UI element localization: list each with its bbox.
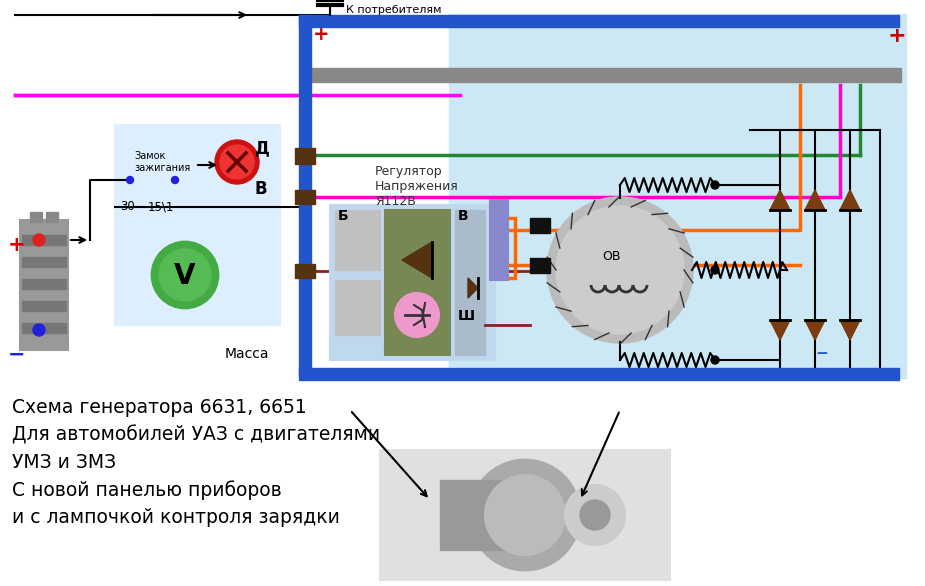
Text: +: + [313,25,329,44]
Text: Схема генератора 6631, 6651
Для автомобилей УАЗ с двигателями
УМЗ и ЗМЗ
С новой : Схема генератора 6631, 6651 Для автомоби… [12,398,380,527]
Circle shape [711,266,719,274]
Circle shape [171,176,179,183]
Polygon shape [468,278,478,298]
Text: −: − [8,345,26,365]
Text: 15\1: 15\1 [148,200,175,213]
Bar [495,218,515,278]
Polygon shape [770,190,790,210]
Polygon shape [402,242,432,278]
Bar [130,145,195,200]
Text: Замок
зажигания: Замок зажигания [134,151,191,173]
Circle shape [548,198,692,342]
Bar [22,235,66,245]
Bar [335,280,380,335]
Text: 30: 30 [120,200,135,213]
Circle shape [152,242,218,308]
Bar [335,210,380,270]
Bar [299,368,899,380]
Bar [440,480,520,550]
Bar [380,450,670,580]
Polygon shape [840,320,860,340]
Bar [295,264,315,278]
Text: К потребителям: К потребителям [346,5,441,15]
Circle shape [470,460,580,570]
Text: Ш: Ш [458,309,475,323]
Bar [530,258,550,273]
Circle shape [711,181,719,189]
Circle shape [556,206,684,334]
Text: +: + [8,235,26,255]
Polygon shape [770,320,790,340]
Bar [22,257,66,267]
Bar [30,212,42,222]
Text: Масса: Масса [225,347,269,361]
Bar [299,15,899,27]
Text: Б: Б [338,209,349,223]
Text: ОВ: ОВ [602,250,621,263]
Circle shape [580,500,610,530]
Circle shape [33,324,45,336]
Bar [530,218,550,233]
Circle shape [485,475,565,555]
Bar [299,15,311,375]
Text: В: В [255,180,267,198]
Text: Регулятор
Напряжения
Я112В: Регулятор Напряжения Я112В [375,165,459,208]
Bar [295,148,315,164]
Circle shape [215,140,259,184]
Bar [20,220,68,350]
Bar [22,301,66,311]
Bar [330,205,495,360]
Bar [295,190,315,204]
Circle shape [33,234,45,246]
Bar [46,212,58,222]
Bar [490,200,508,280]
Circle shape [395,293,439,337]
Circle shape [565,485,625,545]
Bar [301,68,901,82]
Circle shape [159,249,211,301]
Polygon shape [805,320,825,340]
Bar [22,279,66,289]
Polygon shape [805,190,825,210]
Bar [22,323,66,333]
Circle shape [127,176,133,183]
Text: −: − [815,346,828,361]
Text: Д: Д [255,139,270,157]
Polygon shape [840,190,860,210]
Bar [115,125,280,325]
Bar [455,210,485,355]
Text: В: В [458,209,469,223]
Bar [450,15,905,377]
Bar [385,210,450,355]
Circle shape [711,356,719,364]
Text: +: + [888,26,906,46]
Circle shape [220,145,254,179]
Text: V: V [174,262,196,290]
